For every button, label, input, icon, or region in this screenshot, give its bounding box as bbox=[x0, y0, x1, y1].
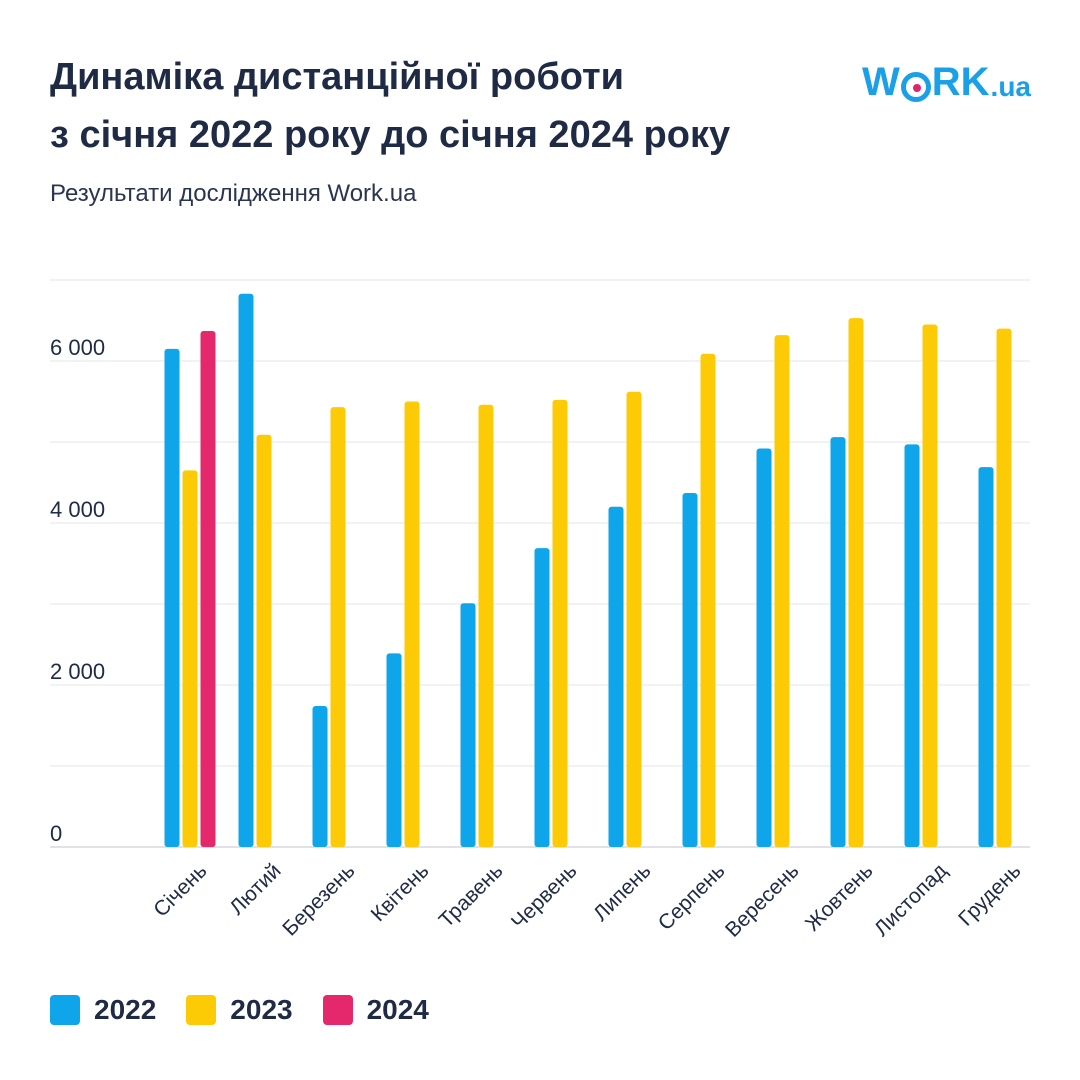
bar-2022-3 bbox=[312, 706, 328, 847]
logo-rk: RK bbox=[931, 60, 990, 104]
bar-2023-1 bbox=[182, 470, 198, 847]
x-tick-label: Липень bbox=[589, 859, 656, 926]
title-line-2: з січня 2022 року до січня 2024 року bbox=[50, 114, 731, 156]
bar-2022-7 bbox=[608, 506, 624, 847]
chart-title: Динаміка дистанційної роботи з січня 202… bbox=[50, 48, 850, 164]
legend-label-2024: 2024 bbox=[366, 994, 429, 1025]
bar-2023-11 bbox=[922, 324, 938, 847]
legend-swatch-2022 bbox=[50, 995, 80, 1025]
chart-legend: 2022 2023 2024 bbox=[50, 994, 429, 1026]
x-tick-label: Квітень bbox=[367, 859, 434, 926]
bar-2023-7 bbox=[626, 391, 642, 847]
chart-subtitle: Результати дослідження Work.ua bbox=[50, 180, 417, 207]
x-tick-label: Січень bbox=[149, 859, 211, 921]
bar-2023-3 bbox=[330, 407, 346, 847]
x-tick-label: Травень bbox=[435, 859, 508, 932]
bar-2023-10 bbox=[848, 318, 864, 847]
legend-item-2022: 2022 bbox=[50, 994, 156, 1026]
bar-2022-2 bbox=[238, 293, 254, 847]
logo-w: W bbox=[862, 60, 900, 104]
y-tick-label: 2 000 bbox=[50, 659, 105, 684]
bar-2022-5 bbox=[460, 603, 476, 847]
bar-2022-12 bbox=[978, 467, 994, 847]
legend-label-2022: 2022 bbox=[94, 994, 157, 1025]
x-tick-label: Червень bbox=[507, 859, 582, 934]
logo-suffix: .ua bbox=[990, 71, 1032, 102]
bar-2023-5 bbox=[478, 404, 494, 847]
x-tick-label: Лютий bbox=[225, 859, 285, 919]
title-line-1: Динаміка дистанційної роботи bbox=[50, 56, 625, 98]
bar-2023-4 bbox=[404, 401, 420, 847]
bar-2022-4 bbox=[386, 653, 402, 847]
logo-o-icon bbox=[900, 72, 931, 102]
legend-item-2024: 2024 bbox=[322, 994, 429, 1026]
bar-2023-12 bbox=[996, 328, 1012, 848]
legend-item-2023: 2023 bbox=[186, 994, 293, 1026]
bar-2023-8 bbox=[700, 353, 716, 847]
bar-2023-6 bbox=[552, 399, 568, 847]
bar-2022-10 bbox=[830, 437, 846, 847]
y-tick-label: 6 000 bbox=[50, 335, 105, 360]
bar-2024-1 bbox=[200, 331, 216, 847]
x-tick-label: Вересень bbox=[721, 859, 804, 942]
bar-2022-9 bbox=[756, 448, 772, 847]
legend-label-2023: 2023 bbox=[230, 994, 293, 1025]
work-ua-logo: W RK .ua bbox=[862, 54, 1031, 102]
y-tick-label: 0 bbox=[50, 821, 62, 846]
bar-2022-1 bbox=[164, 348, 180, 847]
legend-swatch-2024 bbox=[322, 995, 353, 1025]
x-tick-label: Грудень bbox=[954, 859, 1025, 930]
bar-2023-2 bbox=[256, 434, 272, 847]
y-tick-label: 4 000 bbox=[50, 497, 105, 522]
bar-2022-11 bbox=[904, 444, 920, 847]
x-tick-label: Березень bbox=[278, 859, 359, 940]
legend-swatch-2023 bbox=[186, 995, 217, 1025]
x-tick-label: Серпень bbox=[654, 859, 730, 935]
x-tick-label: Жовтень bbox=[801, 859, 877, 935]
bar-2022-6 bbox=[534, 548, 550, 847]
x-tick-label: Листопад bbox=[870, 859, 952, 941]
bar-2022-8 bbox=[682, 493, 698, 847]
bar-2023-9 bbox=[774, 335, 790, 847]
